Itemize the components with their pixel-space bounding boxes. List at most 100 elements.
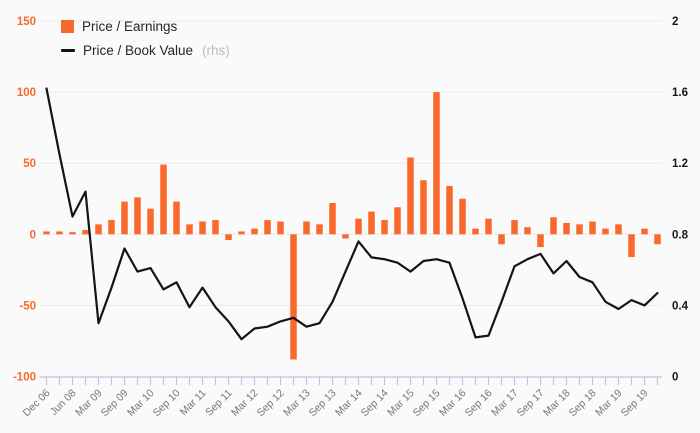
right-axis-tick-label: 0.8: [672, 229, 689, 241]
legend-label-price-earnings: Price / Earnings: [82, 19, 178, 34]
x-axis-tick-label: Sep 09: [99, 387, 131, 419]
bar: [303, 221, 310, 235]
x-axis-tick-label: Mar 15: [385, 387, 417, 419]
bar: [342, 234, 349, 239]
legend-item-price-book-value[interactable]: Price / Book Value (rhs): [61, 43, 230, 58]
x-axis-tick-label: Sep 10: [151, 387, 183, 419]
bar-series-price-earnings: [43, 92, 661, 360]
bar: [238, 231, 245, 235]
x-axis-tick-label: Mar 18: [541, 387, 573, 419]
bar: [329, 203, 336, 235]
x-axis-tick-label: Mar 14: [333, 387, 365, 419]
bar: [602, 228, 609, 235]
x-axis-tick-label: Sep 18: [567, 387, 599, 419]
bar: [615, 224, 622, 235]
bar: [69, 232, 76, 235]
right-axis-tick-label: 2: [672, 16, 678, 28]
x-axis-tick-label: Sep 12: [255, 387, 287, 419]
legend-rhs-suffix: (rhs): [202, 43, 230, 58]
bar: [108, 220, 115, 235]
gridlines: [40, 20, 662, 306]
bar: [524, 227, 531, 235]
left-axis-tick-label: -50: [19, 300, 36, 312]
left-axis-tick-label: -100: [13, 372, 36, 384]
left-axis-tick-label: 150: [17, 16, 36, 28]
x-axis-tick-label: Mar 09: [73, 387, 105, 419]
bar: [134, 197, 141, 235]
bar: [628, 234, 635, 258]
left-axis-tick-label: 0: [30, 229, 36, 241]
x-axis-tick-label: Sep 17: [515, 387, 547, 419]
x-axis-tick-label: Jun 08: [48, 387, 79, 418]
bar: [394, 207, 401, 235]
x-axis-tick-label: Mar 12: [229, 387, 261, 419]
bar: [407, 157, 414, 235]
bar: [420, 180, 427, 235]
bar: [264, 220, 271, 235]
bar: [212, 220, 219, 235]
x-axis-tick-label: Mar 16: [437, 387, 469, 419]
bar: [472, 228, 479, 235]
bar: [290, 234, 297, 360]
left-axis-tick-label: 100: [17, 87, 36, 99]
x-axis-tick-label: Mar 19: [593, 387, 625, 419]
x-axis-tick-label: Mar 17: [489, 387, 521, 419]
bar: [173, 201, 180, 235]
x-axis-tick-label: Dec 06: [21, 387, 53, 419]
bar: [654, 234, 661, 245]
bar: [498, 234, 505, 245]
bar-swatch-icon: [61, 20, 74, 33]
bar: [641, 228, 648, 235]
x-axis-tick-label: Mar 10: [125, 387, 157, 419]
legend-label-price-book-value: Price / Book Value: [83, 43, 194, 58]
bar: [277, 221, 284, 235]
bar: [537, 234, 544, 248]
x-axis-tick-label: Mar 11: [178, 387, 209, 418]
bar: [56, 231, 63, 235]
bar: [433, 92, 440, 235]
x-axis-tick-label: Mar 13: [281, 387, 313, 419]
right-axis-tick-label: 1.6: [672, 87, 688, 99]
bar: [368, 211, 375, 235]
bar: [511, 220, 518, 235]
line-series-price-book-value: [45, 87, 659, 341]
right-axis-tick-label: 1.2: [672, 158, 688, 170]
bar: [355, 218, 362, 235]
legend: Price / Earnings Price / Book Value (rhs…: [61, 19, 230, 58]
bar: [589, 221, 596, 235]
x-axis: [40, 376, 662, 385]
right-axis-tick-label: 0: [672, 372, 678, 384]
bar: [43, 231, 50, 235]
bar: [199, 221, 206, 235]
right-axis-tick-label: 0.4: [672, 300, 689, 312]
bar: [225, 234, 232, 240]
x-axis-tick-label: Sep 13: [307, 387, 339, 419]
line-swatch-icon: [61, 49, 75, 52]
bar: [576, 224, 583, 235]
left-axis-tick-label: 50: [23, 158, 36, 170]
x-axis-tick-label: Sep 15: [411, 387, 443, 419]
bar: [82, 230, 89, 235]
x-axis-tick-label: Sep 19: [619, 387, 651, 419]
bar: [186, 224, 193, 235]
bar: [95, 224, 102, 235]
bar: [485, 218, 492, 235]
bar: [121, 201, 128, 235]
x-axis-tick-label: Sep 14: [359, 387, 391, 419]
right-axis-labels: 2 1.6 1.2 0.8 0.4 0: [672, 16, 689, 384]
bar: [160, 164, 167, 235]
bar: [381, 220, 388, 235]
bar: [550, 217, 557, 235]
left-axis-labels: 150 100 50 0 -50 -100: [13, 16, 36, 384]
x-axis-tick-label: Sep 16: [463, 387, 495, 419]
bar: [147, 208, 154, 235]
bar: [251, 228, 258, 235]
bar: [459, 198, 466, 235]
legend-item-price-earnings[interactable]: Price / Earnings: [61, 19, 230, 34]
bar: [563, 222, 570, 235]
bar: [316, 224, 323, 235]
x-axis-tick-label: Sep 11: [203, 387, 235, 419]
